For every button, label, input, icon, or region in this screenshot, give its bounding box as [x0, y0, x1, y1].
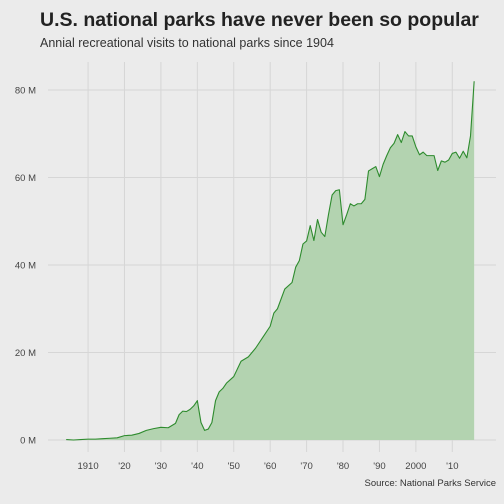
chart-title: U.S. national parks have never been so p…: [40, 9, 479, 31]
y-axis-ticks: 0 M 20 M 40 M 60 M 80 M: [15, 86, 36, 447]
y-tick-label: 60 M: [15, 173, 36, 184]
visits-area: [66, 81, 475, 440]
y-tick-label: 80 M: [15, 86, 36, 97]
x-axis-ticks: 1910 '20 '30 '40 '50 '60 '70 '80 '90 2000 '10: [77, 461, 458, 472]
y-tick-label: 0 M: [20, 436, 36, 447]
x-tick-label: '10: [446, 461, 458, 472]
source-caption: Source: National Parks Service: [364, 478, 496, 489]
visits-line: [66, 81, 475, 441]
y-tick-label: 40 M: [15, 261, 36, 272]
x-tick-label: '40: [191, 461, 203, 472]
x-tick-label: '50: [228, 461, 240, 472]
chart-subtitle: Annial recreational visits to national p…: [40, 36, 334, 50]
x-tick-label: '60: [264, 461, 276, 472]
x-tick-label: 2000: [405, 461, 426, 472]
x-tick-label: '70: [300, 461, 312, 472]
y-tick-label: 20 M: [15, 348, 36, 359]
x-tick-label: '30: [155, 461, 167, 472]
x-tick-label: 1910: [77, 461, 98, 472]
x-tick-label: '20: [118, 461, 130, 472]
x-tick-label: '90: [373, 461, 385, 472]
x-tick-label: '80: [337, 461, 349, 472]
